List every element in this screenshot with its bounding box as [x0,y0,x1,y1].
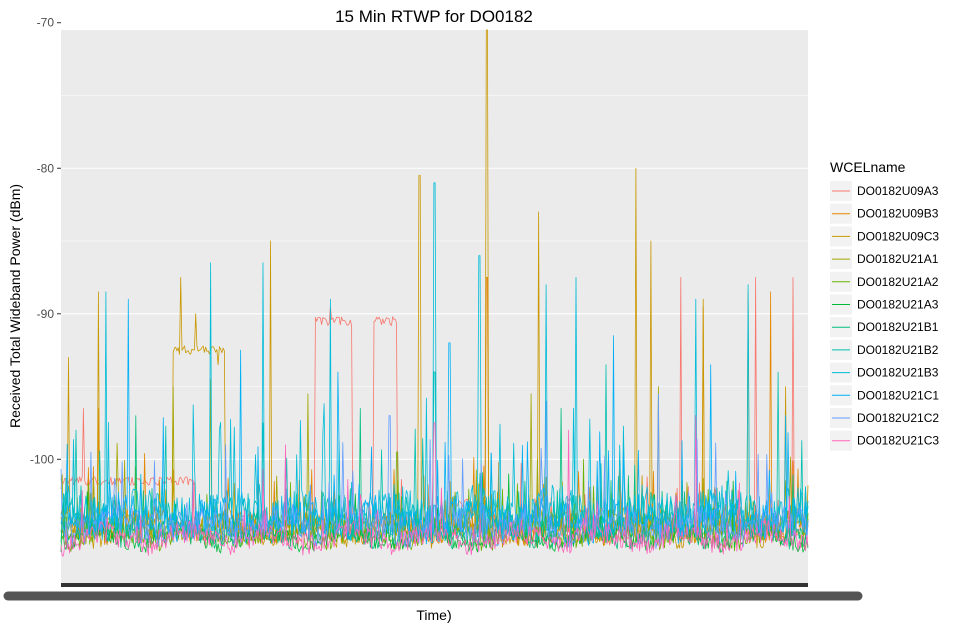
chart-title: 15 Min RTWP for DO0182 [335,7,533,26]
legend-label: DO0182U21A1 [857,252,939,266]
plot-panel [61,30,808,583]
legend: WCELname DO0182U09A3 DO0182U09B3 DO0182U09… [830,159,939,451]
legend-label: DO0182U09A3 [857,184,939,198]
series-line-do0182u21c2 [60,393,809,550]
legend-label: DO0182U21B2 [857,343,939,357]
legend-label: DO0182U21A3 [857,298,939,312]
y-tick-label: -70 [37,16,55,30]
series-line-do0182u21c3 [60,415,809,557]
series-lines [60,29,809,557]
y-axis: -70 -80 -90 -100 [30,16,61,466]
legend-label: DO0182U21B1 [857,320,939,334]
y-tick-label: -80 [37,161,55,175]
y-tick-label: -90 [37,307,55,321]
y-axis-title: Received Total Wideband Power (dBm) [7,184,23,428]
legend-label: DO0182U21A2 [857,275,939,289]
legend-label: DO0182U09B3 [857,207,939,221]
legend-title: WCELname [830,159,906,175]
legend-label: DO0182U09C3 [857,229,939,243]
legend-label: DO0182U21C1 [857,388,939,402]
x-axis-title: Time) [416,607,451,623]
legend-label: DO0182U21B3 [857,366,939,380]
legend-label: DO0182U21C2 [857,411,939,425]
legend-label: DO0182U21C3 [857,434,939,448]
y-tick-label: -100 [30,452,54,466]
